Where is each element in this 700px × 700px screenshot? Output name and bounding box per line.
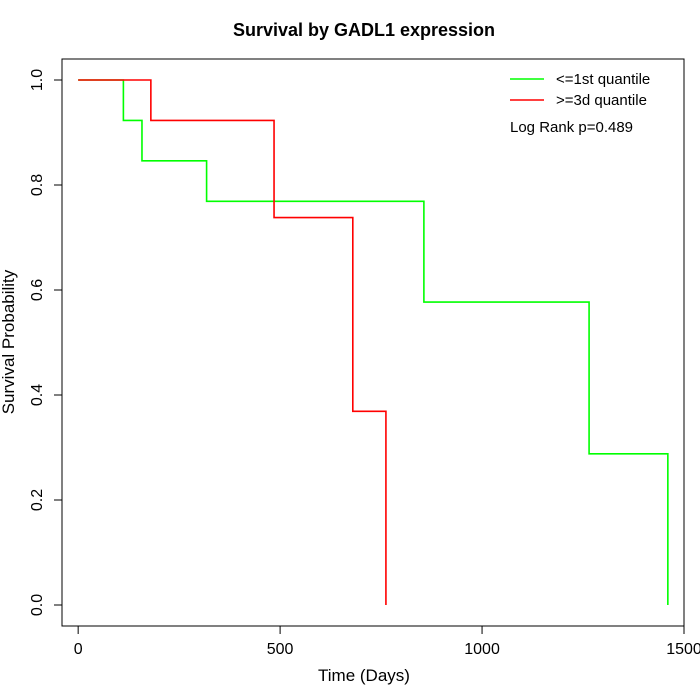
- x-tick-label: 500: [267, 641, 294, 658]
- y-tick-label: 0.8: [29, 174, 46, 196]
- y-tick-label: 0.2: [29, 489, 46, 511]
- legend-label-low-quantile: <=1st quantile: [556, 71, 650, 88]
- chart-title: Survival by GADL1 expression: [233, 20, 495, 40]
- log-rank-annotation: Log Rank p=0.489: [510, 119, 633, 136]
- survival-curve-high-quantile: [78, 79, 387, 605]
- y-tick-label: 0.4: [29, 384, 46, 406]
- x-axis-label: Time (Days): [318, 666, 410, 685]
- y-axis: 0.0 0.2 0.4 0.6 0.8 1.0: [29, 69, 63, 616]
- plot-frame: [61, 58, 685, 627]
- x-tick-label: 0: [74, 641, 83, 658]
- survival-curve-low-quantile: [78, 79, 669, 605]
- x-tick-label: 1500: [666, 641, 700, 658]
- x-axis: 0 500 1000 1500: [74, 625, 700, 658]
- x-tick-label: 1000: [464, 641, 500, 658]
- survival-curves: [78, 79, 669, 605]
- y-tick-label: 0.0: [29, 594, 46, 616]
- legend-label-high-quantile: >=3d quantile: [556, 92, 647, 109]
- y-tick-label: 1.0: [29, 69, 46, 91]
- y-tick-label: 0.6: [29, 279, 46, 301]
- legend: <=1st quantile >=3d quantile: [510, 71, 650, 109]
- y-axis-label: Survival Probability: [0, 269, 18, 414]
